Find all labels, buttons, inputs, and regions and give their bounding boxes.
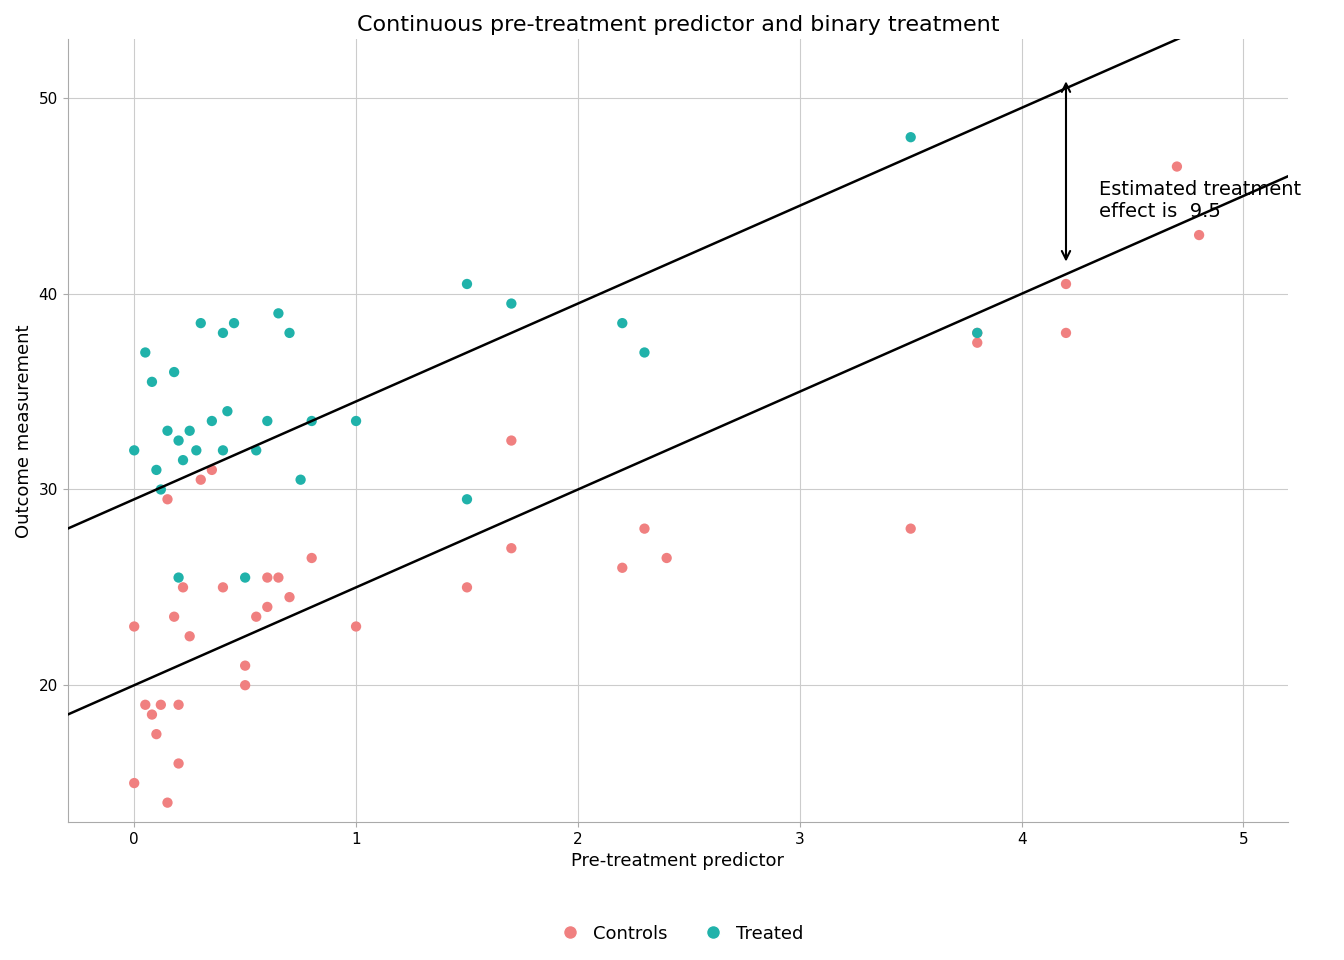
Treated (966, 325, 988, 341)
Controls (1188, 228, 1210, 243)
Controls (966, 335, 988, 350)
Treated (212, 325, 234, 341)
Treated (202, 414, 223, 429)
Controls (168, 756, 190, 771)
Controls (267, 570, 289, 586)
Controls (124, 776, 145, 791)
Treated (172, 452, 194, 468)
Controls (345, 619, 367, 635)
Controls (190, 472, 211, 488)
Treated (145, 462, 167, 477)
Treated (134, 345, 156, 360)
Treated (164, 365, 185, 380)
Treated (223, 316, 245, 331)
Controls (124, 619, 145, 635)
Controls (202, 462, 223, 477)
Treated (634, 345, 656, 360)
Controls (157, 492, 179, 507)
Controls (257, 570, 278, 586)
Treated (168, 433, 190, 448)
Controls (164, 609, 185, 624)
Controls (612, 560, 633, 575)
Treated (212, 443, 234, 458)
Treated (168, 570, 190, 586)
Controls (900, 521, 922, 537)
Treated (216, 403, 238, 419)
Treated (345, 414, 367, 429)
Treated (612, 316, 633, 331)
Controls (500, 433, 521, 448)
Treated (246, 443, 267, 458)
Treated (185, 443, 207, 458)
Treated (157, 423, 179, 439)
Treated (290, 472, 312, 488)
Legend: Controls, Treated: Controls, Treated (544, 918, 810, 949)
Treated (456, 276, 477, 292)
Treated (267, 305, 289, 321)
Controls (141, 707, 163, 722)
Text: Estimated treatment
effect is  9.5: Estimated treatment effect is 9.5 (1099, 180, 1301, 222)
Treated (234, 570, 255, 586)
X-axis label: Pre-treatment predictor: Pre-treatment predictor (571, 852, 785, 871)
Controls (246, 609, 267, 624)
Treated (190, 316, 211, 331)
Controls (234, 658, 255, 673)
Controls (151, 697, 172, 712)
Controls (168, 697, 190, 712)
Treated (500, 296, 521, 311)
Controls (966, 325, 988, 341)
Controls (257, 599, 278, 614)
Y-axis label: Outcome measurement: Outcome measurement (15, 324, 34, 538)
Treated (257, 414, 278, 429)
Treated (179, 423, 200, 439)
Controls (157, 795, 179, 810)
Controls (500, 540, 521, 556)
Treated (278, 325, 300, 341)
Controls (234, 678, 255, 693)
Controls (456, 580, 477, 595)
Controls (301, 550, 323, 565)
Controls (1055, 325, 1077, 341)
Treated (151, 482, 172, 497)
Controls (1167, 158, 1188, 174)
Controls (134, 697, 156, 712)
Controls (656, 550, 677, 565)
Treated (301, 414, 323, 429)
Controls (212, 580, 234, 595)
Controls (145, 727, 167, 742)
Controls (634, 521, 656, 537)
Controls (172, 580, 194, 595)
Title: Continuous pre-treatment predictor and binary treatment: Continuous pre-treatment predictor and b… (356, 15, 999, 35)
Treated (900, 130, 922, 145)
Treated (141, 374, 163, 390)
Controls (179, 629, 200, 644)
Controls (278, 589, 300, 605)
Treated (124, 443, 145, 458)
Treated (456, 492, 477, 507)
Controls (1055, 276, 1077, 292)
